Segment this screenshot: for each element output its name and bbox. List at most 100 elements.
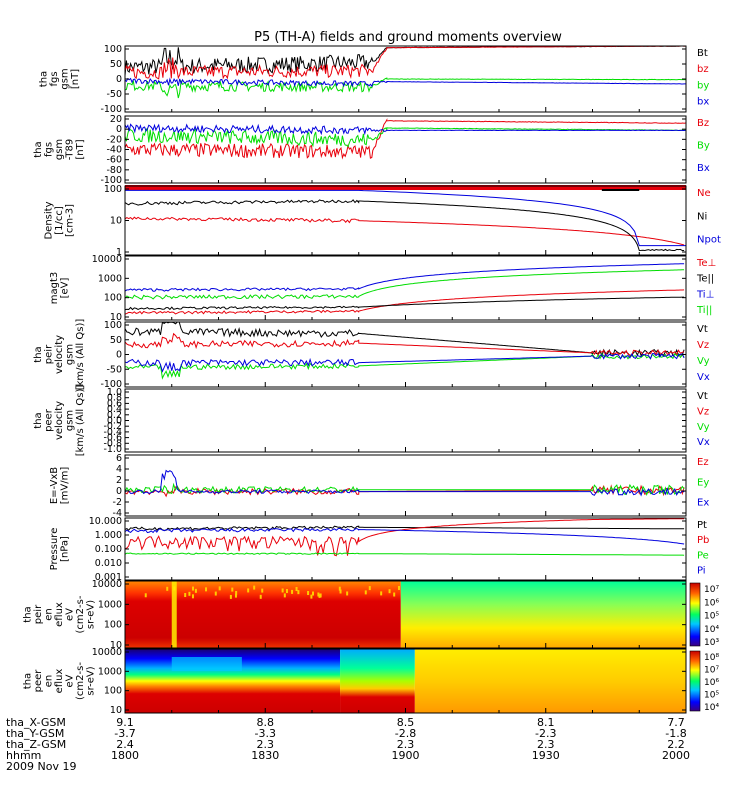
colorbar-tick-label: 10⁵ <box>704 612 719 622</box>
ion-spectrogram-cell <box>218 586 221 591</box>
orbit-value: 1900 <box>392 749 420 762</box>
y-tick-label: 10000 <box>92 254 122 265</box>
colorbar-tick-label: 10⁶ <box>704 678 719 688</box>
orbit-value: -2.3 <box>535 727 556 740</box>
ion-spectrogram-cell <box>184 593 187 598</box>
series-line-by <box>124 77 686 99</box>
ion-spectrogram-cell <box>205 587 208 592</box>
colorbar-tick-label: 10⁴ <box>704 703 719 713</box>
legend-Ez: Ez <box>697 457 709 468</box>
legend-Vy: Vy <box>697 356 710 367</box>
colorbar-tick-label: 10⁶ <box>704 598 719 608</box>
orbit-value: 7.7 <box>667 716 685 729</box>
y-axis-label-line: tha <box>23 606 34 622</box>
colorbar-tick-label: 10⁷ <box>704 585 719 595</box>
series-line-Ne <box>124 216 685 246</box>
orbit-value: 2000 <box>662 749 690 762</box>
y-axis-label-line: en <box>44 608 55 621</box>
y-axis-label-line: [1/cc] <box>54 206 65 235</box>
y-axis-label-line: eflux <box>54 669 65 694</box>
y-axis-label-line: [eV] <box>59 278 70 299</box>
orbit-value: 2.3 <box>397 738 415 751</box>
y-axis-label-line: gsm <box>59 68 70 89</box>
legend-Te||: Te|| <box>696 274 714 285</box>
ion-spectrogram-cell <box>339 589 342 594</box>
y-tick-label: 100 <box>104 184 122 195</box>
orbit-label-z: tha_Z-GSM <box>6 738 66 751</box>
y-axis-label-line: gsm <box>65 410 76 431</box>
y-tick-label: 100 <box>104 293 122 304</box>
y-tick-label: 10 <box>110 216 122 227</box>
y-axis-label-line: fgs <box>49 71 60 86</box>
legend-Pt: Pt <box>697 520 707 531</box>
y-tick-label: 100 <box>104 620 122 631</box>
orbit-value: -1.8 <box>665 727 686 740</box>
y-tick-label: -0.8 <box>103 438 122 449</box>
legend-Vt: Vt <box>697 391 708 402</box>
y-tick-label: 0.4 <box>107 404 122 415</box>
y-axis-label-line: [nPa] <box>59 536 70 562</box>
y-axis-label-line: magt3 <box>49 272 60 305</box>
ion-spectrogram-cell <box>346 591 349 596</box>
series-line-Bx <box>124 123 686 136</box>
orbit-value: 2.4 <box>116 738 134 751</box>
y-tick-label: 0.8 <box>107 393 122 404</box>
ion-spectrogram-cell <box>229 594 232 599</box>
y-tick-label: 0.0 <box>107 416 122 427</box>
panel-density: Ne Ni Npot 100 10 1 Density [1/cc] [cm-3] <box>44 184 721 258</box>
series-line-Vx <box>124 353 685 373</box>
y-axis-label-ion-spectrogram: tha peir en eflux eV (cm2-s-sr-eV) <box>23 595 97 633</box>
y-tick-label: 0 <box>116 486 122 497</box>
y-tick-label: -2 <box>113 497 122 508</box>
legend-bz: bz <box>697 64 709 75</box>
y-tick-label: -0.4 <box>103 427 122 438</box>
legend-Te⊥: Te⊥ <box>696 258 716 269</box>
y-axis-label-fgs-t89: tha fgs gsm -T89 [nT] <box>33 139 86 161</box>
ion-spectrogram-cell <box>253 585 256 590</box>
y-axis-label-line: velocity <box>54 335 65 374</box>
series-line-Ti|| <box>124 269 685 300</box>
y-tick-label: 1000 <box>98 273 122 284</box>
orbit-value: 8.8 <box>257 716 275 729</box>
ion-spectrogram-cell <box>285 589 288 594</box>
y-tick-label: 0.001 <box>95 572 122 583</box>
orbit-value: 1830 <box>251 749 279 762</box>
ion-spectrogram-cell <box>194 588 197 593</box>
y-axis-label-line: Pressure <box>49 528 60 571</box>
y-tick-label: 1000 <box>98 599 122 610</box>
series-line-Te|| <box>124 296 685 311</box>
legend-Vx: Vx <box>697 372 710 383</box>
orbit-value: 2.3 <box>257 738 275 751</box>
y-tick-label: 6 <box>116 453 122 464</box>
legend-Pi: Pi <box>697 565 706 576</box>
y-tick-label: 1.000 <box>95 530 122 541</box>
y-tick-label: -0.2 <box>103 421 122 432</box>
y-tick-label: 10 <box>110 705 122 716</box>
electron-spectrogram-mid <box>340 649 415 713</box>
colorbar-tick-label: 10⁵ <box>704 691 719 701</box>
ion-spectrogram-late <box>400 581 686 648</box>
y-tick-label: -0.6 <box>103 433 122 444</box>
y-tick-label: -80 <box>106 165 122 176</box>
panel-electron-spectrogram: 10⁸ 10⁷ 10⁶ 10⁵ 10⁴ 10000 1000 100 10 tha peer en ef… <box>23 647 720 716</box>
y-axis-label-electron-spectrogram: tha peer en eflux eV (cm2-s-sr-eV) <box>23 662 97 700</box>
legend-Ey: Ey <box>697 477 709 488</box>
y-axis-label-electron-velocity: tha peer velocity gsm [km/s (All Qs)] <box>33 385 86 457</box>
quality-flag-bar <box>125 185 686 190</box>
colorbar-tick-label: 10⁷ <box>704 666 719 676</box>
y-tick-label: 10 <box>110 640 122 651</box>
ion-spectrogram-cell <box>310 594 313 599</box>
ion-spectrogram-cell <box>261 588 264 593</box>
y-axis-label-line: [km/s (All Qs)] <box>75 385 86 457</box>
y-tick-label: -100 <box>100 379 122 390</box>
orbit-label-time: hhmm <box>6 749 41 762</box>
orbit-value: 8.1 <box>537 716 555 729</box>
y-axis-label-temperature: magt3 [eV] <box>49 272 71 305</box>
series-line-Vz <box>124 332 685 357</box>
y-tick-label: 100 <box>104 44 122 55</box>
ion-spectrogram-cell <box>259 594 262 599</box>
orbit-value: -3.7 <box>114 727 135 740</box>
y-tick-label: 0 <box>116 350 122 361</box>
